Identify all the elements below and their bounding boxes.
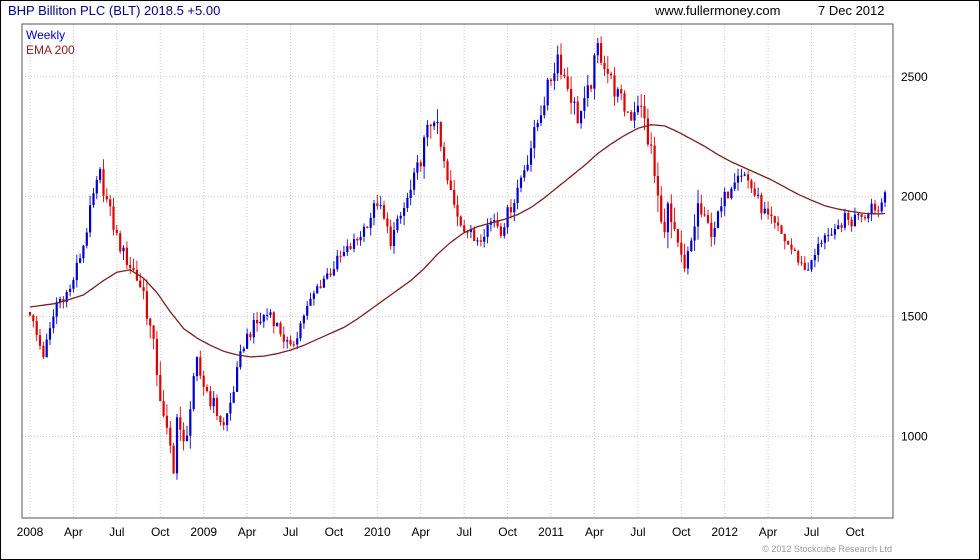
x-tick-label: Jul bbox=[630, 525, 645, 539]
plot-border bbox=[21, 23, 894, 519]
x-tick-label: Oct bbox=[151, 525, 170, 539]
chart-title: BHP Billiton PLC (BLT) 2018.5 +5.00 bbox=[8, 3, 221, 18]
x-tick-label: Apr bbox=[64, 525, 83, 539]
ema-200-line bbox=[29, 124, 886, 358]
y-tick-label: 2000 bbox=[901, 190, 928, 204]
date-label: 7 Dec 2012 bbox=[818, 3, 885, 18]
x-tick-label: Oct bbox=[325, 525, 344, 539]
x-tick-label: Oct bbox=[672, 525, 691, 539]
y-tick-label: 1000 bbox=[901, 430, 928, 444]
x-tick-label: 2010 bbox=[364, 525, 391, 539]
x-tick-label: Apr bbox=[585, 525, 604, 539]
x-tick-label: Apr bbox=[411, 525, 430, 539]
x-tick-label: Jul bbox=[804, 525, 819, 539]
y-tick-label: 1500 bbox=[901, 310, 928, 324]
candles bbox=[28, 36, 887, 480]
legend-ema-200: EMA 200 bbox=[26, 43, 75, 57]
x-tick-label: Oct bbox=[498, 525, 517, 539]
x-tick-label: Jul bbox=[283, 525, 298, 539]
x-tick-label: 2008 bbox=[17, 525, 44, 539]
website-label: www.fullermoney.com bbox=[655, 3, 781, 18]
copyright-label: © 2012 Stockcube Research Ltd bbox=[762, 544, 892, 554]
x-tick-label: Apr bbox=[759, 525, 778, 539]
legend-weekly: Weekly bbox=[26, 28, 66, 42]
x-tick-label: Apr bbox=[238, 525, 257, 539]
y-tick-label: 2500 bbox=[901, 70, 928, 84]
x-tick-label: 2011 bbox=[538, 525, 564, 539]
x-tick-label: Jul bbox=[457, 525, 472, 539]
x-tick-label: 2012 bbox=[711, 525, 738, 539]
x-tick-label: Oct bbox=[846, 525, 865, 539]
x-tick-label: 2009 bbox=[190, 525, 217, 539]
x-tick-label: Jul bbox=[109, 525, 124, 539]
